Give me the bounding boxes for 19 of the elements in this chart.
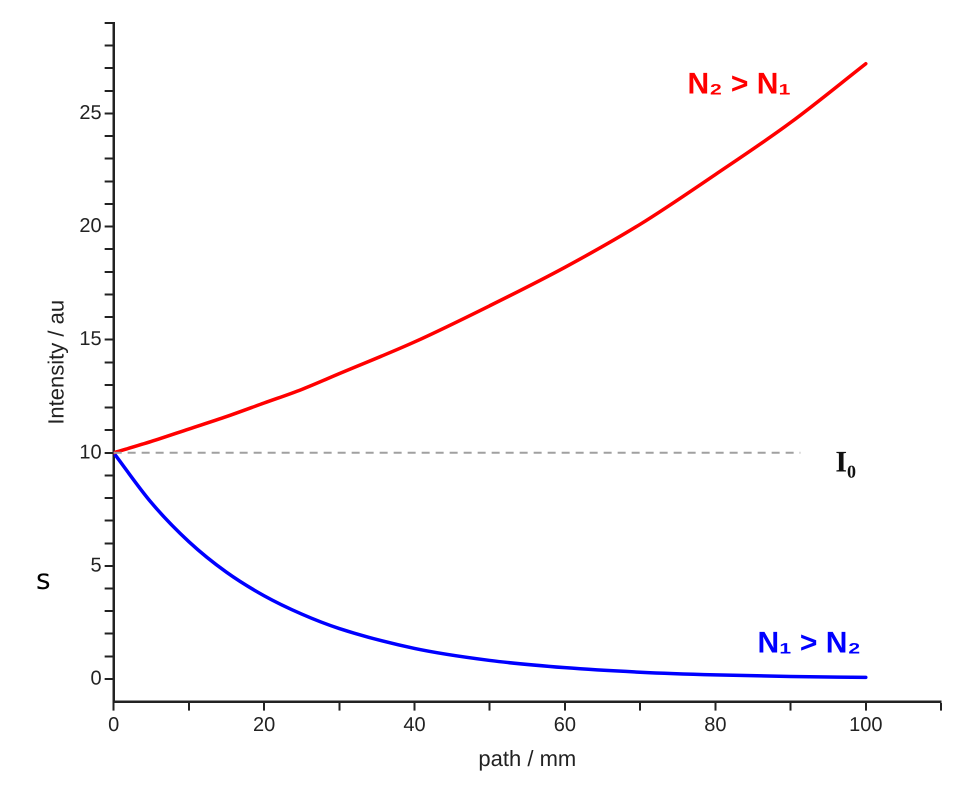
y-tick-label: 20 (79, 215, 102, 238)
x-tick-label: 80 (704, 714, 726, 736)
x-tick-label: 60 (554, 714, 576, 736)
y-tick-label: 5 (90, 554, 102, 576)
series-label: N₁ > N₂ (758, 626, 861, 660)
y-tick-label: 25 (79, 102, 102, 124)
x-tick-label: 40 (403, 714, 426, 736)
series-label: N₂ > N₁ (688, 68, 791, 101)
ref-line-label: I₀ (835, 446, 856, 479)
x-tick-label: 0 (108, 714, 120, 736)
y-axis-title: Intensity / au (43, 300, 68, 425)
x-tick-label: 20 (252, 714, 276, 736)
y-tick-label: 0 (90, 667, 102, 690)
x-tick-label: 100 (849, 714, 882, 736)
text: s (36, 563, 51, 596)
x-axis-title: path / mm (478, 746, 576, 771)
y-tick-label: 10 (79, 441, 102, 464)
y-tick-label: 15 (79, 328, 102, 350)
line-series (114, 451, 868, 680)
